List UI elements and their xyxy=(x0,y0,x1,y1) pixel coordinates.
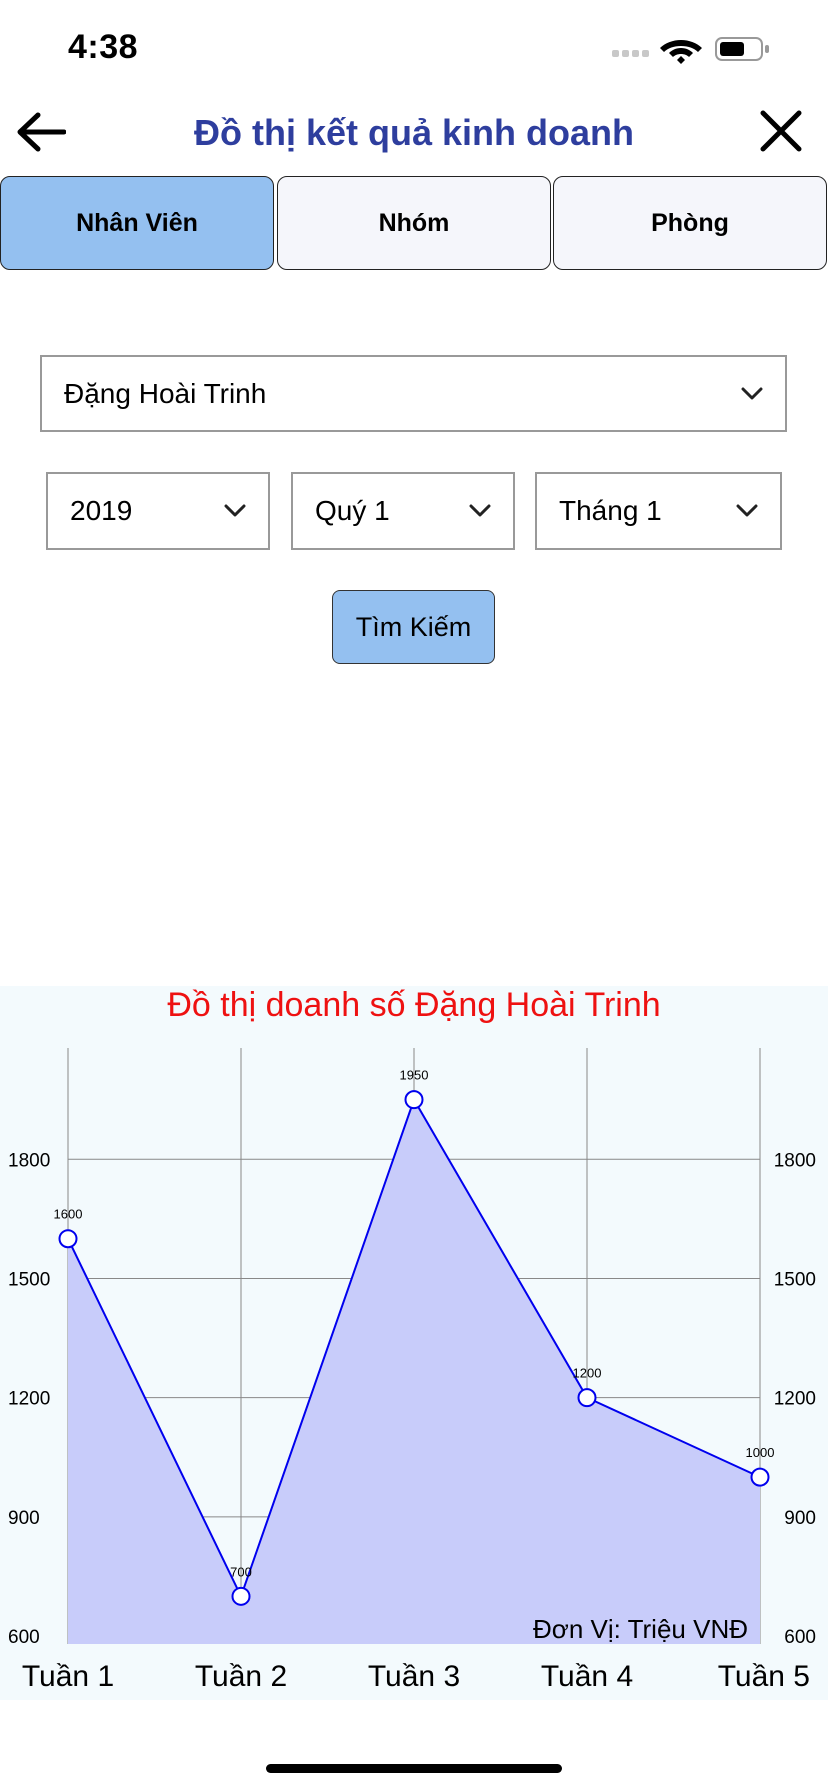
page-title: Đồ thị kết quả kinh doanh xyxy=(194,112,634,153)
y-tick-label-right: 600 xyxy=(784,1627,816,1648)
quarter-select[interactable]: Quý 1 xyxy=(291,472,515,550)
y-tick-label-left: 1800 xyxy=(8,1150,50,1171)
chart-canvas: 600 600 900 900 1200 1200 1500 1500 1800 1800 1600… xyxy=(8,1048,816,1693)
y-tick-label-right: 900 xyxy=(784,1508,816,1529)
unit-annotation: Đơn Vị: Triệu VNĐ xyxy=(533,1614,748,1644)
x-tick-label: Tuần 5 xyxy=(718,1660,810,1693)
data-point xyxy=(404,1090,424,1110)
data-label: 1000 xyxy=(746,1445,775,1460)
y-tick-label-right: 1800 xyxy=(774,1150,816,1171)
battery-icon xyxy=(715,37,769,61)
data-label: 1200 xyxy=(573,1366,602,1381)
sales-chart: 600 600 900 900 1200 1200 1500 1500 1800 1800 1600… xyxy=(0,986,828,1700)
chevron-down-icon xyxy=(224,504,246,517)
data-point xyxy=(231,1586,251,1606)
status-icons xyxy=(612,37,769,64)
segment-tabs: Nhân Viên Nhóm Phòng xyxy=(0,176,828,272)
y-tick-label-left: 600 xyxy=(8,1627,40,1648)
back-arrow-icon[interactable] xyxy=(14,110,66,154)
data-point xyxy=(577,1388,597,1408)
cellular-signal-icon xyxy=(612,50,649,57)
series-area xyxy=(68,1099,760,1644)
month-select[interactable]: Tháng 1 xyxy=(535,472,782,550)
data-label: 1950 xyxy=(400,1068,429,1083)
tab-nhan-vien[interactable]: Nhân Viên xyxy=(0,176,274,270)
tab-phong[interactable]: Phòng xyxy=(553,176,827,270)
search-button[interactable]: Tìm Kiếm xyxy=(332,590,495,664)
year-select-value: 2019 xyxy=(70,495,133,526)
month-select-value: Tháng 1 xyxy=(559,495,662,526)
employee-select-value: Đặng Hoài Trinh xyxy=(64,377,267,409)
y-tick-label-right: 1500 xyxy=(774,1269,816,1290)
chevron-down-icon xyxy=(736,504,758,517)
data-point xyxy=(58,1229,78,1249)
y-tick-label-left: 1500 xyxy=(8,1269,50,1290)
chart-title: Đồ thị doanh số Đặng Hoài Trinh xyxy=(167,986,661,1024)
tab-nhom[interactable]: Nhóm xyxy=(277,176,551,270)
y-tick-label-left: 1200 xyxy=(8,1389,50,1410)
data-point xyxy=(750,1467,770,1487)
y-tick-label-right: 1200 xyxy=(774,1389,816,1410)
x-tick-label: Tuần 1 xyxy=(22,1660,114,1693)
y-tick-label-left: 900 xyxy=(8,1508,40,1529)
navigation-bar: Đồ thị kết quả kinh doanh xyxy=(0,90,828,176)
status-time: 4:38 xyxy=(68,28,139,66)
employee-select[interactable]: Đặng Hoài Trinh xyxy=(40,355,787,432)
close-icon[interactable] xyxy=(758,108,804,154)
year-select[interactable]: 2019 xyxy=(46,472,270,550)
x-tick-label: Tuần 4 xyxy=(541,1660,633,1693)
wifi-icon xyxy=(660,40,702,64)
chevron-down-icon xyxy=(469,504,491,517)
data-label: 1600 xyxy=(54,1207,83,1222)
home-indicator[interactable] xyxy=(266,1764,562,1773)
x-tick-label: Tuần 3 xyxy=(368,1660,460,1693)
data-label: 700 xyxy=(230,1564,252,1579)
status-bar: 4:38 xyxy=(0,0,828,90)
quarter-select-value: Quý 1 xyxy=(315,495,390,526)
chevron-down-icon xyxy=(741,387,763,399)
x-tick-label: Tuần 2 xyxy=(195,1660,287,1693)
